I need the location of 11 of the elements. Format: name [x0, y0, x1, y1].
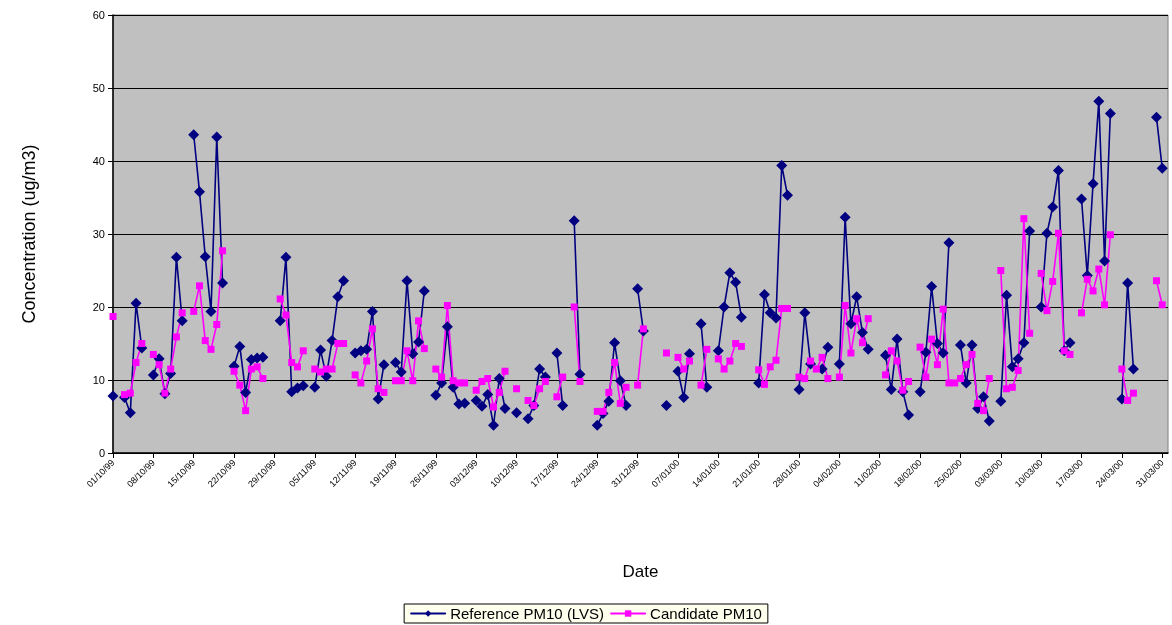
y-tick-label: 50 — [92, 82, 105, 94]
x-axis-title: Date — [622, 562, 659, 581]
y-tick-label: 20 — [92, 301, 105, 313]
legend-label: Reference PM10 (LVS) — [450, 605, 605, 622]
y-tick-label: 10 — [92, 374, 105, 386]
y-axis-title: Concentration (ug/m3) — [19, 144, 39, 324]
legend-label: Candidate PM10 — [650, 605, 762, 622]
y-tick-label: 30 — [92, 228, 105, 240]
y-tick-label: 40 — [92, 155, 105, 167]
y-tick-label: 60 — [92, 9, 105, 21]
y-tick-label: 0 — [98, 447, 105, 459]
